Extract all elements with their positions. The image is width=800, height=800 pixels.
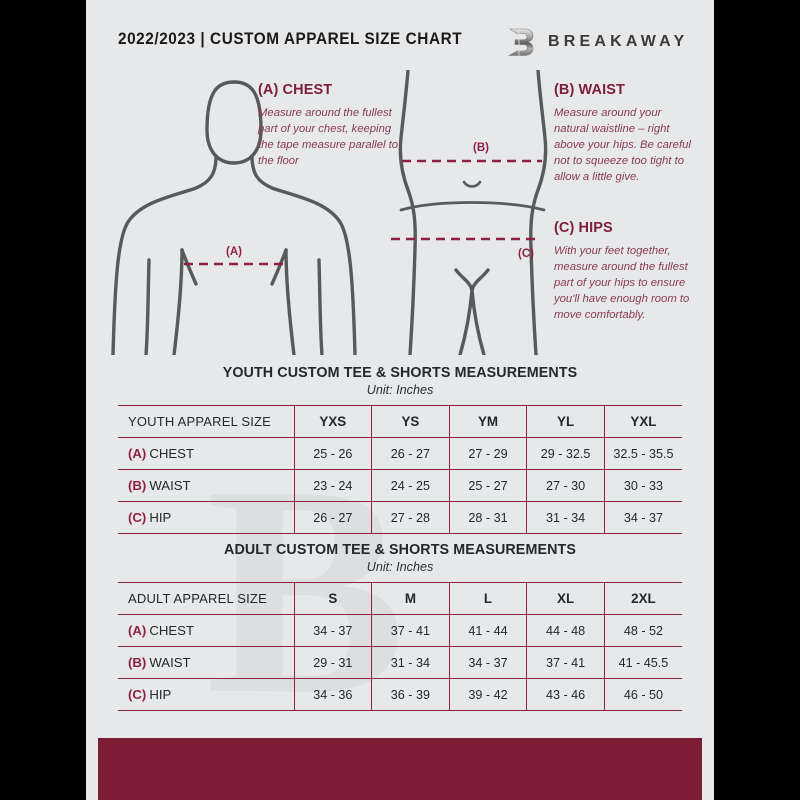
row-label-text: HIP bbox=[149, 687, 172, 702]
row-tag: (B) bbox=[128, 478, 147, 493]
youth-size-col: YL bbox=[526, 405, 605, 438]
guide-hips: (C) HIPS With your feet together, measur… bbox=[554, 220, 696, 323]
cell: 29 - 32.5 bbox=[526, 437, 605, 470]
adult-table-title: ADULT CUSTOM TEE & SHORTS MEASUREMENTS bbox=[224, 542, 576, 558]
row-tag: (C) bbox=[128, 687, 147, 702]
cell: 30 - 33 bbox=[603, 469, 682, 502]
cell: 34 - 37 bbox=[603, 501, 682, 534]
guide-chest-heading: (A) CHEST bbox=[258, 82, 333, 98]
cell: 29 - 31 bbox=[293, 646, 372, 679]
row-label-chest: (A) CHEST bbox=[118, 614, 294, 647]
cell: 27 - 30 bbox=[526, 469, 605, 502]
page-header: 2022/2023 | CUSTOM APPAREL SIZE CHART BR… bbox=[86, 24, 714, 64]
cell: 37 - 41 bbox=[526, 646, 605, 679]
adult-size-table: ADULT APPAREL SIZE S M L XL 2XL (A) CHEST… bbox=[118, 582, 682, 711]
hip-measure-label: (C) bbox=[518, 248, 534, 260]
lower-body-figure: (B) (C) bbox=[391, 70, 548, 355]
guide-waist-body: Measure around your natural waistline – … bbox=[554, 107, 691, 184]
row-label-text: CHEST bbox=[149, 446, 195, 461]
cell: 31 - 34 bbox=[371, 646, 450, 679]
guide-chest: (A) CHEST Measure around the fullest par… bbox=[258, 82, 408, 169]
cell: 41 - 44 bbox=[448, 614, 527, 647]
adult-size-col: S bbox=[293, 582, 372, 615]
youth-size-table: YOUTH APPAREL SIZE YXS YS YM YL YXL (A) C… bbox=[118, 405, 682, 534]
size-chart-page: B 2022/2023 | CUSTOM APPAREL SIZE CHART … bbox=[86, 0, 714, 800]
cell: 34 - 37 bbox=[293, 614, 372, 647]
row-tag: (A) bbox=[128, 623, 147, 638]
cell: 31 - 34 bbox=[526, 501, 605, 534]
torso-figure: (A) bbox=[111, 80, 357, 355]
breakaway-b-monogram-icon bbox=[507, 28, 534, 56]
cell: 34 - 37 bbox=[448, 646, 527, 679]
cell: 28 - 31 bbox=[448, 501, 527, 534]
youth-table-unit: Unit: Inches bbox=[366, 383, 434, 397]
cell: 34 - 36 bbox=[293, 678, 372, 711]
cell: 24 - 25 bbox=[371, 469, 450, 502]
adult-size-col: L bbox=[448, 582, 527, 615]
measurement-diagram: (A) (B) (C) bbox=[86, 70, 714, 355]
guide-hips-heading: (C) HIPS bbox=[554, 220, 613, 236]
page-title: 2022/2023 | CUSTOM APPAREL SIZE CHART bbox=[118, 30, 463, 48]
cell: 43 - 46 bbox=[526, 678, 605, 711]
youth-size-col: YM bbox=[448, 405, 527, 438]
guide-hips-body: With your feet together, measure around … bbox=[554, 245, 690, 322]
cell: 27 - 29 bbox=[448, 437, 527, 470]
youth-size-col: YXS bbox=[293, 405, 372, 438]
row-tag: (C) bbox=[128, 510, 147, 525]
youth-size-table-section: YOUTH CUSTOM TEE & SHORTS MEASUREMENTS U… bbox=[118, 365, 682, 534]
waist-measure-label: (B) bbox=[473, 142, 489, 154]
table-header-row: ADULT APPAREL SIZE S M L XL 2XL bbox=[118, 582, 682, 615]
cell: 48 - 52 bbox=[603, 614, 682, 647]
brand-name: BREAKAWAY bbox=[548, 33, 689, 50]
cell: 23 - 24 bbox=[293, 469, 372, 502]
row-label-text: HIP bbox=[149, 510, 172, 525]
table-row: (B) WAIST 23 - 24 24 - 25 25 - 27 27 - 30… bbox=[118, 469, 682, 502]
table-row: (A) CHEST 25 - 26 26 - 27 27 - 29 29 - 32… bbox=[118, 437, 682, 470]
adult-table-unit: Unit: Inches bbox=[366, 560, 434, 574]
cell: 44 - 48 bbox=[526, 614, 605, 647]
row-label-text: CHEST bbox=[149, 623, 195, 638]
chest-measure-label: (A) bbox=[226, 246, 242, 258]
footer-bar bbox=[98, 738, 702, 800]
youth-apparel-size-header: YOUTH APPAREL SIZE bbox=[118, 405, 294, 438]
adult-size-col: 2XL bbox=[603, 582, 682, 615]
adult-apparel-size-header: ADULT APPAREL SIZE bbox=[118, 582, 294, 615]
table-row: (B) WAIST 29 - 31 31 - 34 34 - 37 37 - 41… bbox=[118, 646, 682, 679]
youth-size-col: YXL bbox=[603, 405, 682, 438]
row-label-hip: (C) HIP bbox=[118, 501, 294, 534]
row-tag: (A) bbox=[128, 446, 147, 461]
cell: 27 - 28 bbox=[371, 501, 450, 534]
row-label-hip: (C) HIP bbox=[118, 678, 294, 711]
cell: 46 - 50 bbox=[603, 678, 682, 711]
cell: 26 - 27 bbox=[293, 501, 372, 534]
guide-waist-heading: (B) WAIST bbox=[554, 82, 625, 98]
table-row: (C) HIP 26 - 27 27 - 28 28 - 31 31 - 34 3… bbox=[118, 501, 682, 534]
cell: 36 - 39 bbox=[371, 678, 450, 711]
adult-size-col: XL bbox=[526, 582, 605, 615]
guide-chest-body: Measure around the fullest part of your … bbox=[258, 107, 399, 168]
cell: 41 - 45.5 bbox=[603, 646, 682, 679]
row-label-text: WAIST bbox=[149, 478, 191, 493]
adult-size-col: M bbox=[371, 582, 450, 615]
youth-table-title: YOUTH CUSTOM TEE & SHORTS MEASUREMENTS bbox=[222, 365, 578, 381]
cell: 39 - 42 bbox=[448, 678, 527, 711]
row-label-chest: (A) CHEST bbox=[118, 437, 294, 470]
cell: 25 - 27 bbox=[448, 469, 527, 502]
youth-size-col: YS bbox=[371, 405, 450, 438]
row-label-text: WAIST bbox=[149, 655, 191, 670]
cell: 25 - 26 bbox=[293, 437, 372, 470]
row-label-waist: (B) WAIST bbox=[118, 646, 294, 679]
row-label-waist: (B) WAIST bbox=[118, 469, 294, 502]
cell: 32.5 - 35.5 bbox=[603, 437, 682, 470]
guide-waist: (B) WAIST Measure around your natural wa… bbox=[554, 82, 696, 185]
cell: 26 - 27 bbox=[371, 437, 450, 470]
cell: 37 - 41 bbox=[371, 614, 450, 647]
table-row: (C) HIP 34 - 36 36 - 39 39 - 42 43 - 46 4… bbox=[118, 678, 682, 711]
table-row: (A) CHEST 34 - 37 37 - 41 41 - 44 44 - 48… bbox=[118, 614, 682, 647]
row-tag: (B) bbox=[128, 655, 147, 670]
adult-size-table-section: ADULT CUSTOM TEE & SHORTS MEASUREMENTS U… bbox=[118, 542, 682, 711]
table-header-row: YOUTH APPAREL SIZE YXS YS YM YL YXL bbox=[118, 405, 682, 438]
